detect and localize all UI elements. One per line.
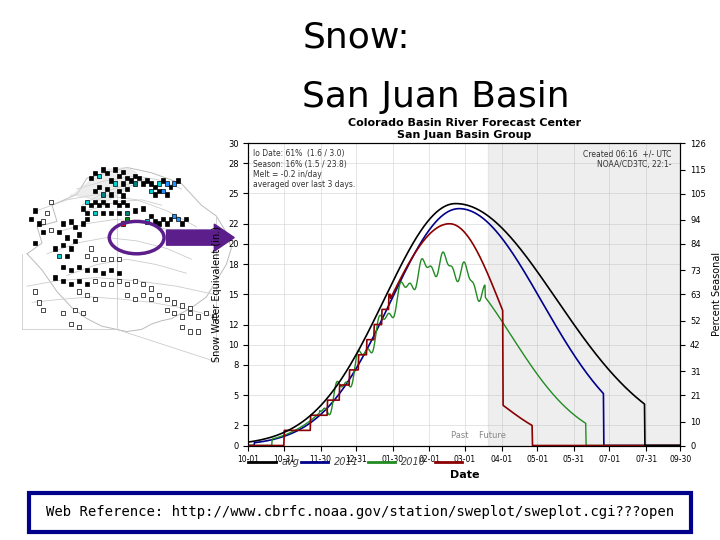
Bar bbox=[181, 325, 184, 329]
Bar bbox=[101, 257, 105, 261]
Bar bbox=[132, 208, 137, 213]
Bar bbox=[121, 200, 125, 204]
Bar bbox=[132, 181, 137, 186]
Bar bbox=[132, 174, 137, 178]
Bar bbox=[37, 300, 41, 305]
Bar bbox=[101, 271, 105, 275]
Bar bbox=[125, 282, 129, 286]
Text: Io Date: 61%  (1.6 / 3.0)
Season: 16% (1.5 / 23.8)
Melt = -0.2 in/day
averaged o: Io Date: 61% (1.6 / 3.0) Season: 16% (1.… bbox=[253, 149, 355, 190]
Text: San Juan Basin: San Juan Basin bbox=[302, 80, 570, 114]
Bar bbox=[189, 329, 192, 334]
Bar bbox=[145, 178, 148, 183]
Bar bbox=[89, 246, 93, 251]
Bar bbox=[165, 192, 168, 197]
Text: 2011: 2011 bbox=[334, 457, 359, 467]
Bar bbox=[93, 171, 96, 175]
Y-axis label: Percent Seasonal: Percent Seasonal bbox=[711, 252, 720, 336]
Bar bbox=[85, 268, 89, 272]
Bar bbox=[148, 286, 153, 291]
Bar bbox=[117, 271, 121, 275]
Bar bbox=[197, 314, 200, 319]
Y-axis label: Snow Water Equivalent (in.): Snow Water Equivalent (in.) bbox=[212, 226, 222, 362]
Bar bbox=[105, 203, 109, 207]
Bar bbox=[117, 211, 121, 215]
Bar bbox=[57, 230, 61, 234]
Bar bbox=[101, 200, 105, 204]
Text: Created 06:16  +/- UTC
NOAA/CD3TC, 22:1-: Created 06:16 +/- UTC NOAA/CD3TC, 22:1- bbox=[583, 149, 672, 168]
Bar bbox=[137, 176, 140, 180]
Polygon shape bbox=[67, 167, 137, 202]
Bar bbox=[181, 303, 184, 308]
Bar bbox=[93, 268, 96, 272]
FancyBboxPatch shape bbox=[29, 493, 691, 532]
Bar bbox=[148, 297, 153, 301]
Bar bbox=[69, 219, 73, 224]
Bar bbox=[165, 221, 168, 226]
Bar bbox=[168, 185, 173, 189]
Bar bbox=[140, 282, 145, 286]
Bar bbox=[156, 221, 161, 226]
Bar bbox=[29, 217, 33, 221]
Bar bbox=[109, 268, 113, 272]
Bar bbox=[173, 181, 176, 186]
Bar bbox=[125, 203, 129, 207]
Bar bbox=[156, 189, 161, 193]
Bar bbox=[117, 189, 121, 193]
Bar bbox=[81, 206, 85, 211]
Bar bbox=[77, 325, 81, 329]
Bar bbox=[37, 221, 41, 226]
Bar bbox=[121, 170, 125, 174]
Bar bbox=[161, 217, 165, 221]
Bar bbox=[161, 178, 165, 183]
Bar bbox=[125, 176, 129, 180]
Bar bbox=[121, 193, 125, 198]
Bar bbox=[93, 297, 96, 301]
Bar bbox=[69, 322, 73, 326]
Text: Web Reference: http://www.cbrfc.noaa.gov/station/sweplot/sweplot.cgi???open: Web Reference: http://www.cbrfc.noaa.gov… bbox=[46, 505, 674, 519]
Bar bbox=[101, 211, 105, 215]
Bar bbox=[81, 221, 85, 226]
Bar bbox=[189, 311, 192, 315]
Bar bbox=[117, 174, 121, 178]
Bar bbox=[93, 279, 96, 283]
Bar bbox=[61, 311, 65, 315]
Bar bbox=[113, 181, 117, 186]
Bar bbox=[41, 230, 45, 234]
Bar bbox=[153, 185, 156, 189]
Bar bbox=[89, 176, 93, 180]
Bar bbox=[488, 143, 680, 446]
Bar bbox=[61, 243, 65, 247]
Bar bbox=[77, 289, 81, 294]
Bar bbox=[93, 211, 96, 215]
Bar bbox=[93, 189, 96, 193]
Bar bbox=[176, 178, 181, 183]
Bar bbox=[181, 314, 184, 319]
Bar bbox=[153, 219, 156, 224]
Bar bbox=[145, 219, 148, 224]
Bar bbox=[121, 181, 125, 186]
Bar bbox=[125, 293, 129, 297]
Bar bbox=[57, 254, 61, 258]
Bar bbox=[81, 311, 85, 315]
Bar bbox=[101, 167, 105, 172]
Bar bbox=[93, 200, 96, 204]
Text: 2010: 2010 bbox=[401, 457, 426, 467]
Bar bbox=[161, 189, 165, 193]
Bar bbox=[109, 192, 113, 197]
Bar bbox=[109, 178, 113, 183]
Bar bbox=[85, 200, 89, 204]
Bar bbox=[117, 279, 121, 283]
Bar bbox=[53, 275, 57, 280]
Bar bbox=[93, 257, 96, 261]
Text: Past    Future: Past Future bbox=[451, 431, 506, 441]
Bar bbox=[129, 178, 132, 183]
Bar bbox=[156, 293, 161, 297]
Bar bbox=[109, 211, 113, 215]
Bar bbox=[109, 257, 113, 261]
Bar bbox=[132, 297, 137, 301]
Bar bbox=[85, 282, 89, 286]
Bar bbox=[69, 268, 73, 272]
Bar bbox=[197, 329, 200, 334]
Bar bbox=[33, 289, 37, 294]
Bar bbox=[45, 211, 49, 215]
